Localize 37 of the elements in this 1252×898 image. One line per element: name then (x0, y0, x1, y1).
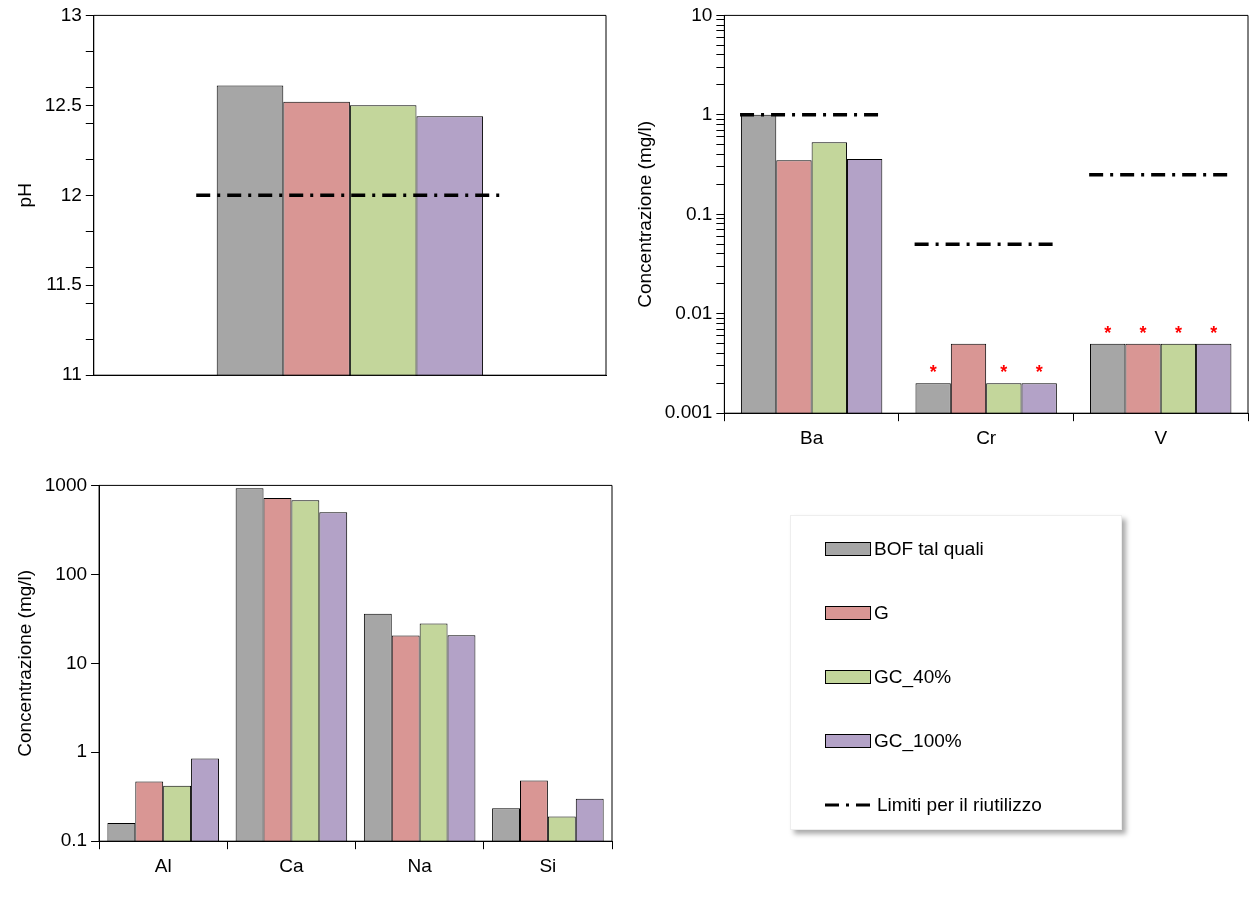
y-axis-title: Concentrazione (mg/l) (13, 569, 35, 757)
y-tick-label: 1 (701, 103, 713, 125)
legend-label: GC_100% (874, 730, 962, 752)
x-tick-label: Ba (800, 426, 824, 448)
y-tick-label: 0.1 (685, 202, 713, 224)
x-tick-label: Na (407, 854, 433, 876)
y-axis-title: pH (13, 183, 35, 208)
data-label: * (1210, 322, 1218, 343)
data-label: * (1139, 322, 1147, 343)
y-tick-label: 12 (60, 183, 82, 205)
data-label: * (1000, 362, 1008, 383)
y-tick-label: 0.1 (60, 829, 88, 851)
x-tick-label: Ca (279, 854, 304, 876)
y-tick-label: 0.001 (664, 401, 713, 423)
data-label: * (1104, 322, 1112, 343)
y-tick-label: 100 (55, 562, 88, 584)
data-label: * (1174, 322, 1182, 343)
y-tick-label: 1 (76, 740, 88, 762)
legend-label: Limiti per il riutilizzo (877, 794, 1042, 816)
y-tick-label: 10 (691, 3, 713, 25)
x-tick-label: Si (539, 854, 557, 876)
y-tick-label: 12.5 (44, 93, 82, 115)
data-label: * (929, 362, 937, 383)
x-tick-label: Al (154, 854, 172, 876)
y-tick-label: 10 (65, 651, 88, 673)
y-tick-label: 0.01 (675, 301, 713, 323)
legend-label: BOF tal quali (874, 538, 984, 560)
data-label: * (1035, 362, 1043, 383)
x-tick-label: Cr (976, 426, 997, 448)
y-tick-label: 11 (62, 363, 82, 385)
x-tick-label: V (1154, 426, 1168, 448)
y-axis-title: Concentrazione (mg/l) (633, 120, 655, 308)
y-tick-label: 13 (60, 3, 82, 25)
y-tick-label: 11.5 (46, 273, 82, 295)
legend-label: GC_40% (874, 666, 952, 688)
y-tick-label: 1000 (44, 473, 88, 495)
legend-label: G (874, 602, 889, 624)
